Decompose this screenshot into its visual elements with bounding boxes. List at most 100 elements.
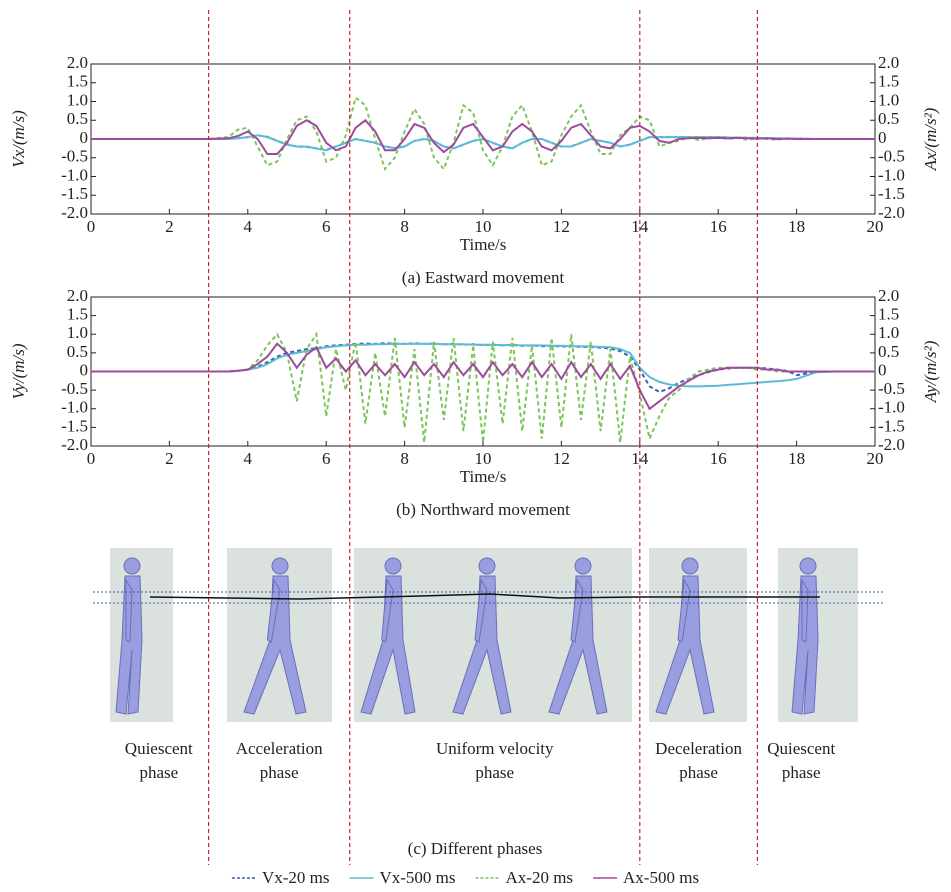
y-tick-label: 0.5 — [67, 342, 88, 361]
y-axis-label: Vy/(m/s) — [9, 343, 28, 399]
legend: Vx-20 ms Vx-500 ms Ax-20 ms Ax-500 ms — [231, 868, 699, 887]
series-line — [91, 342, 875, 411]
y-tick-label: 2.0 — [67, 286, 88, 305]
phase-label: Acceleration — [236, 739, 323, 758]
x-tick-label: 6 — [322, 217, 331, 236]
arm — [801, 578, 809, 643]
x-tick-label: 8 — [400, 217, 409, 236]
x-axis-label: Time/s — [460, 235, 507, 254]
arm — [381, 578, 394, 643]
body — [243, 575, 307, 715]
y-tick-label: 2.0 — [67, 53, 88, 72]
legend-label: Ax-500 ms — [623, 868, 699, 887]
y2-tick-label: 0 — [878, 128, 887, 147]
walking-figure — [360, 557, 416, 715]
phase-label: phase — [782, 763, 821, 782]
x-tick-label: 16 — [710, 449, 727, 468]
x-tick-label: 12 — [553, 449, 570, 468]
caption: (c) Different phases — [408, 839, 543, 858]
x-tick-label: 4 — [244, 217, 253, 236]
head — [574, 557, 592, 575]
walking-figure — [243, 557, 307, 715]
body — [791, 575, 819, 715]
x-tick-label: 20 — [867, 449, 884, 468]
walking-figure — [452, 557, 512, 715]
y-tick-label: 1.0 — [67, 90, 88, 109]
y2-tick-label: 0 — [878, 360, 887, 379]
x-tick-label: 2 — [165, 217, 174, 236]
y2-tick-label: 2.0 — [878, 286, 899, 305]
head — [271, 557, 289, 575]
y2-tick-label: 1.5 — [878, 72, 899, 91]
y2-tick-label: 0.5 — [878, 109, 899, 128]
head — [478, 557, 496, 575]
y-tick-label: 1.5 — [67, 72, 88, 91]
y-tick-label: -1.0 — [61, 165, 88, 184]
y2-tick-label: 1.5 — [878, 305, 899, 324]
phase-label: phase — [260, 763, 299, 782]
y2-tick-label: -1.5 — [878, 416, 905, 435]
x-tick-label: 8 — [400, 449, 409, 468]
body — [548, 575, 608, 715]
x-tick-label: 12 — [553, 217, 570, 236]
y2-tick-label: -2.0 — [878, 435, 905, 454]
phase-label: Uniform velocity — [436, 739, 554, 758]
head — [123, 557, 141, 575]
y-tick-label: 0 — [80, 128, 89, 147]
arm — [474, 578, 488, 643]
legend-label: Ax-20 ms — [506, 868, 574, 887]
y2-tick-label: 1.0 — [878, 90, 899, 109]
x-tick-label: 14 — [631, 217, 649, 236]
y2-tick-label: -2.0 — [878, 203, 905, 222]
series-line — [91, 96, 875, 171]
body — [655, 575, 715, 715]
y-tick-label: 0 — [80, 360, 89, 379]
x-tick-label: 6 — [322, 449, 331, 468]
body — [360, 575, 416, 715]
caption: (a) Eastward movement — [402, 268, 565, 287]
y2-tick-label: 2.0 — [878, 53, 899, 72]
phase-label: phase — [679, 763, 718, 782]
caption: (b) Northward movement — [396, 500, 570, 519]
legend-label: Vx-500 ms — [379, 868, 455, 887]
y2-tick-label: -0.5 — [878, 147, 905, 166]
y2-axis-label: Ay/(m/s²) — [921, 340, 940, 403]
body — [115, 575, 143, 715]
phase-label: Quiescent — [125, 739, 193, 758]
phase-label: Deceleration — [655, 739, 742, 758]
x-tick-label: 0 — [87, 449, 96, 468]
y-tick-label: -2.0 — [61, 203, 88, 222]
head — [681, 557, 699, 575]
x-tick-label: 18 — [788, 449, 805, 468]
arm — [570, 578, 584, 643]
phase-label: phase — [475, 763, 514, 782]
x-tick-label: 2 — [165, 449, 174, 468]
body — [452, 575, 512, 715]
x-tick-label: 0 — [87, 217, 96, 236]
walking-figure — [655, 557, 715, 715]
y2-tick-label: 0.5 — [878, 342, 899, 361]
y-tick-label: -2.0 — [61, 435, 88, 454]
x-tick-label: 4 — [244, 449, 253, 468]
walking-figure — [115, 557, 143, 715]
arm — [677, 578, 691, 643]
y-tick-label: 0.5 — [67, 109, 88, 128]
arm — [266, 578, 281, 643]
x-axis-label: Time/s — [460, 467, 507, 486]
y-tick-label: 1.5 — [67, 305, 88, 324]
x-tick-label: 18 — [788, 217, 805, 236]
walking-figure — [548, 557, 608, 715]
series-line — [91, 342, 875, 388]
x-tick-label: 10 — [475, 217, 492, 236]
walking-figure — [791, 557, 819, 715]
x-tick-label: 20 — [867, 217, 884, 236]
head — [799, 557, 817, 575]
x-tick-label: 10 — [475, 449, 492, 468]
y2-tick-label: 1.0 — [878, 323, 899, 342]
y2-tick-label: -0.5 — [878, 379, 905, 398]
y2-tick-label: -1.0 — [878, 398, 905, 417]
head — [384, 557, 402, 575]
y-tick-label: -1.5 — [61, 416, 88, 435]
phase-label: Quiescent — [767, 739, 835, 758]
